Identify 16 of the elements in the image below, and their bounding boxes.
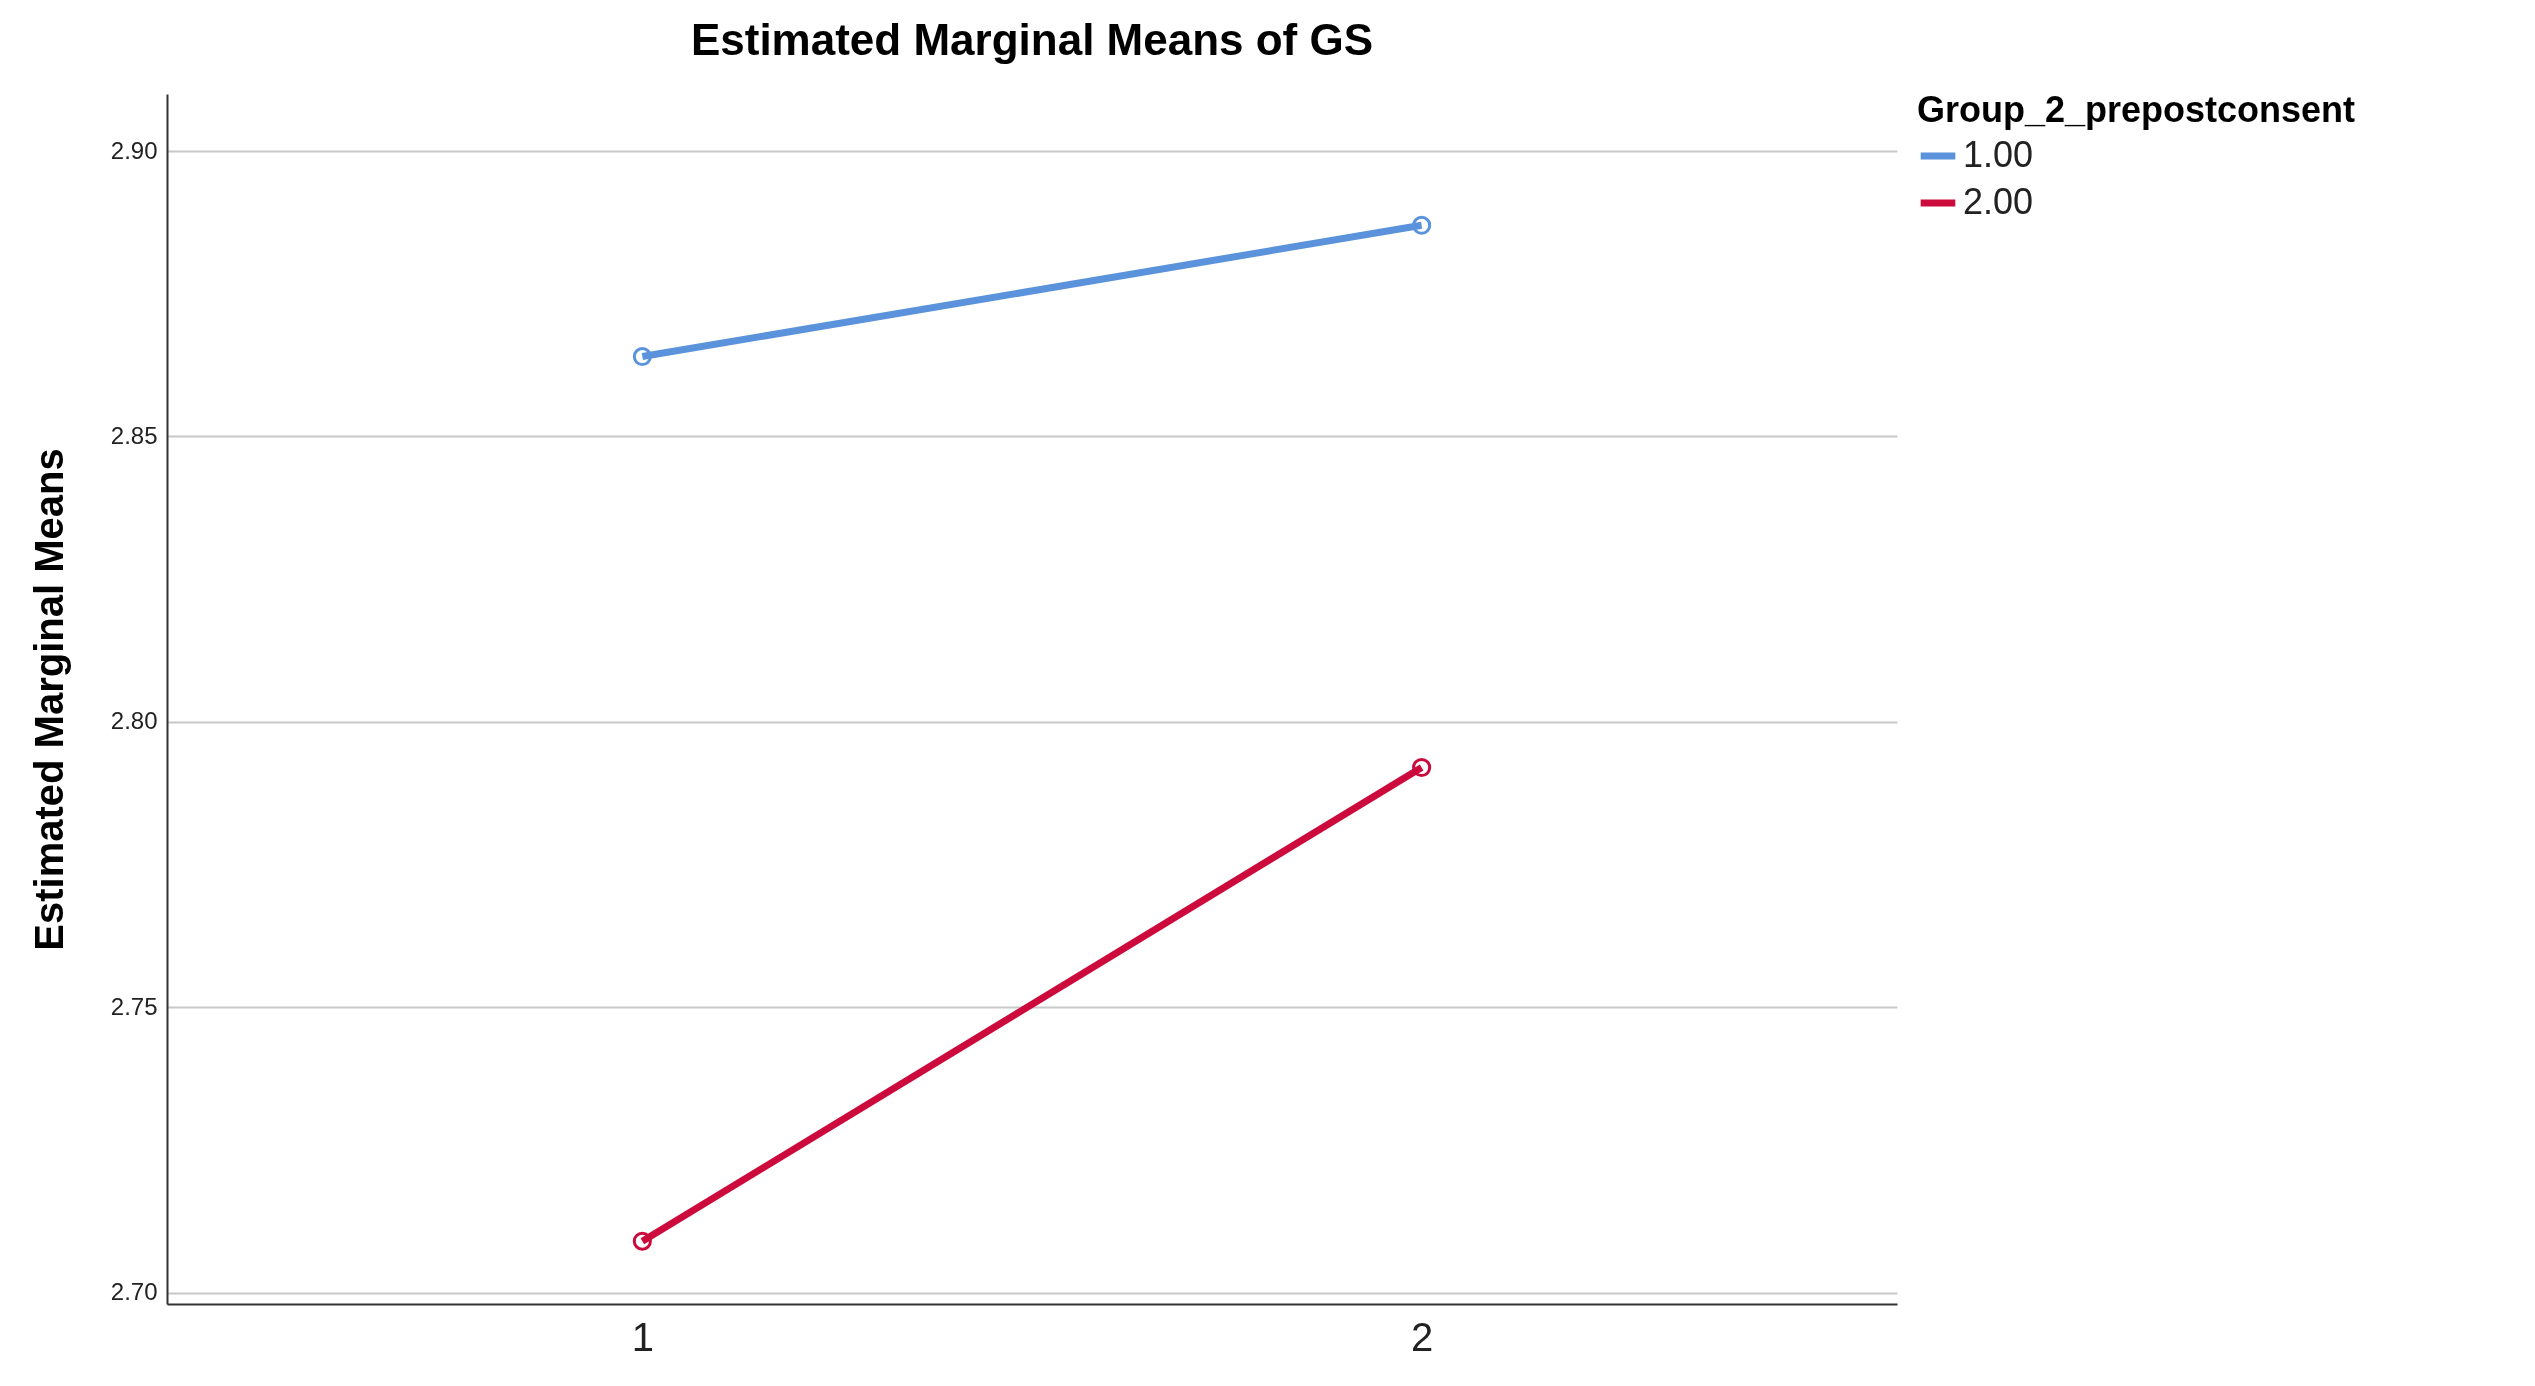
x-tick-label: 2 — [1411, 1314, 1434, 1359]
y-tick-label: 2.90 — [110, 136, 158, 164]
legend-title: Group_2_prepostconsent — [1917, 89, 2356, 130]
point — [632, 1231, 652, 1251]
chart-title: Estimated Marginal Means of GS — [690, 15, 1374, 64]
point — [1412, 757, 1432, 778]
y-tick-label: 2.85 — [110, 421, 158, 449]
y-tick-label: 2.80 — [110, 707, 158, 735]
point — [1412, 215, 1432, 235]
point — [632, 347, 652, 367]
legend-label: 2.00 — [1963, 181, 2034, 222]
y-axis-title: Estimated Marginal Means — [26, 448, 71, 951]
y-tick-label: 2.70 — [110, 1278, 158, 1306]
legend-label: 1.00 — [1963, 134, 2034, 175]
y-tick-label: 2.75 — [110, 992, 158, 1020]
x-tick-label: 1 — [631, 1314, 654, 1359]
